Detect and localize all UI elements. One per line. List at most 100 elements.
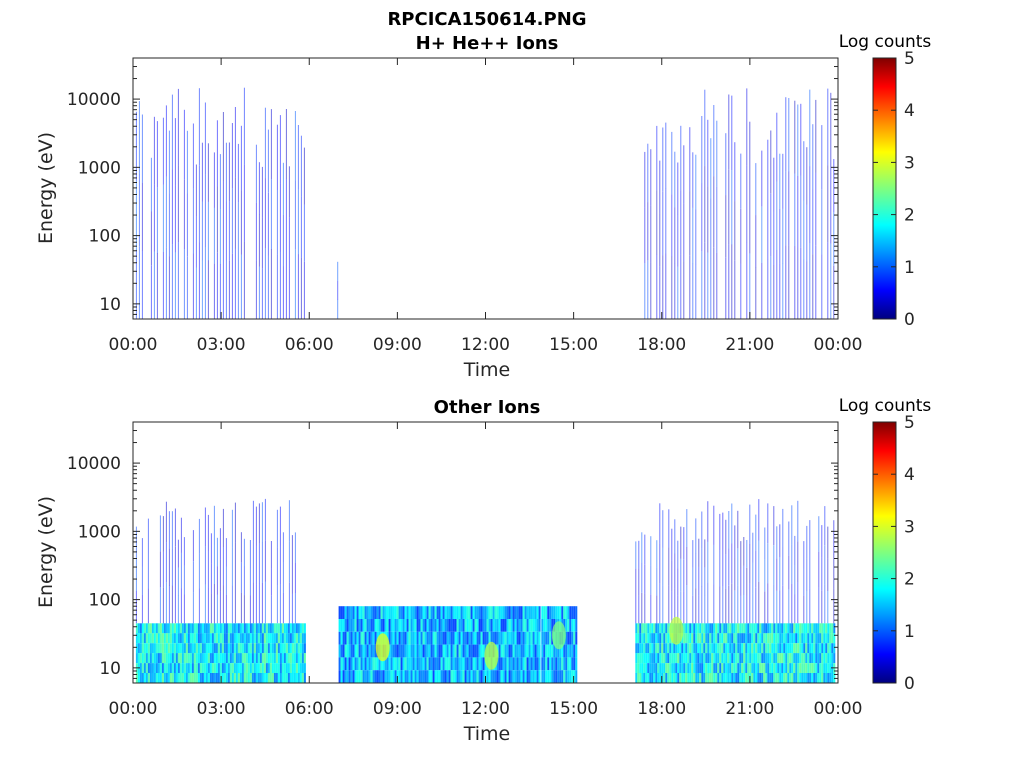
spectrogram-cell: [541, 670, 544, 683]
spectrogram-cell: [177, 643, 180, 654]
spectrogram-cell: [219, 528, 221, 560]
spectrogram-cell: [289, 633, 292, 644]
spectrogram-cell: [213, 653, 216, 664]
spectrogram-cell: [809, 663, 812, 674]
spectrogram-cell: [795, 633, 798, 644]
y-tick-label: 1000: [78, 158, 121, 178]
spectrogram-cell: [279, 643, 282, 654]
spectrogram-cell: [177, 663, 180, 674]
spectrogram-cell: [358, 644, 361, 658]
spectrogram-cell: [370, 657, 373, 671]
spectrogram-cell: [737, 653, 740, 664]
spectrogram-cell: [653, 623, 656, 634]
spectrogram-cell: [285, 249, 287, 319]
spectrogram-cell: [265, 673, 268, 683]
spectrogram-cell: [174, 508, 176, 547]
spectrogram-cell: [787, 673, 790, 683]
spectrogram-cell: [500, 644, 503, 658]
spectrogram-cell: [422, 657, 425, 671]
spectrogram-cell: [474, 606, 477, 619]
spectrogram-cell: [563, 644, 566, 658]
spectrogram-cell: [364, 670, 367, 683]
spectrogram-cell: [410, 631, 413, 645]
spectrogram-cell: [805, 633, 808, 644]
spectrogram-cell: [674, 553, 676, 589]
spectrogram-cell: [833, 653, 836, 664]
spectrogram-cell: [809, 242, 811, 319]
spectrogram-cell: [687, 663, 690, 674]
spectrogram-cell: [468, 619, 471, 632]
spectrogram-cell: [418, 606, 421, 619]
spectrogram-cell: [733, 663, 736, 674]
spectrogram-cell: [414, 670, 417, 683]
spectrogram-cell: [358, 619, 361, 632]
spectrogram-cell: [346, 670, 349, 683]
spectrogram-cell: [805, 673, 808, 683]
spectrogram-cell: [787, 633, 790, 644]
spectrogram-cell: [703, 643, 706, 654]
spectrogram-cell: [498, 657, 501, 671]
spectrogram-cell: [663, 673, 666, 683]
spectrogram-cell: [635, 596, 637, 624]
spectrogram-cell: [376, 619, 379, 632]
spectrogram-cell: [683, 643, 686, 654]
spectrogram-cell: [468, 670, 471, 683]
spectrogram-cell: [201, 623, 204, 634]
spectrogram-cell: [474, 644, 477, 658]
spectrogram-cell: [470, 631, 473, 645]
spectrogram-cell: [641, 532, 643, 563]
spectrogram-cell: [512, 606, 515, 619]
spectrogram-cell: [739, 633, 742, 644]
spectrogram-cell: [791, 633, 794, 644]
spectrogram-cell: [470, 619, 473, 632]
spectrogram-cell: [211, 623, 214, 634]
spectrogram-cell: [372, 644, 375, 658]
spectrogram-cell: [434, 657, 437, 671]
spectrogram-cell: [805, 653, 808, 664]
spectrogram-cell: [825, 623, 828, 634]
colorbar-label: Log counts: [839, 32, 932, 52]
spectrogram-cell: [538, 644, 541, 658]
spectrogram-cell: [707, 582, 709, 624]
spectrogram-cell: [785, 97, 787, 172]
spectrogram-cell: [155, 633, 158, 644]
spectrogram-cell: [366, 631, 369, 645]
spectrogram-cell: [249, 540, 251, 568]
spectrogram-cell: [340, 644, 343, 658]
spectrogram-cell: [524, 670, 527, 683]
spectrogram-cell: [833, 633, 836, 644]
spectrogram-cell: [651, 623, 654, 634]
spectrogram-cell: [721, 633, 724, 644]
spectrogram-cell: [216, 594, 218, 624]
spectrogram-cell: [777, 673, 780, 683]
spectrogram-cell: [498, 619, 501, 632]
spectrogram-cell: [364, 657, 367, 671]
spectrogram-cell: [657, 633, 660, 644]
spectrogram-cell: [751, 663, 754, 674]
spectrogram-cell: [707, 623, 710, 634]
x-tick-label: 12:00: [461, 335, 510, 355]
spectrogram-cell: [442, 657, 445, 671]
spectrogram-cell: [476, 657, 479, 671]
spectrogram-cell: [155, 673, 158, 683]
spectrogram-cell: [831, 673, 834, 683]
spectrogram-cell: [492, 619, 495, 632]
spectrogram-cell: [145, 663, 148, 674]
spectrogram-cell: [677, 214, 679, 267]
spectrogram-cell: [173, 653, 176, 664]
spectrogram-cell: [725, 673, 728, 683]
spectrogram-cell: [255, 545, 257, 585]
spectrogram-cell: [436, 606, 439, 619]
spectrogram-cell: [291, 535, 293, 565]
spectrogram-cell: [249, 623, 252, 634]
spectrogram-cell: [454, 631, 457, 645]
spectrogram-cell: [701, 653, 704, 664]
spectrogram-cell: [557, 657, 560, 671]
spectrogram-cell: [412, 606, 415, 619]
spectrogram-cell: [553, 670, 556, 683]
spectrogram-cell: [231, 633, 234, 644]
spectrogram-cell: [725, 195, 727, 257]
spectrogram-cell: [789, 643, 792, 654]
spectrogram-cell: [693, 633, 696, 644]
spectrogram-cell: [264, 248, 266, 319]
